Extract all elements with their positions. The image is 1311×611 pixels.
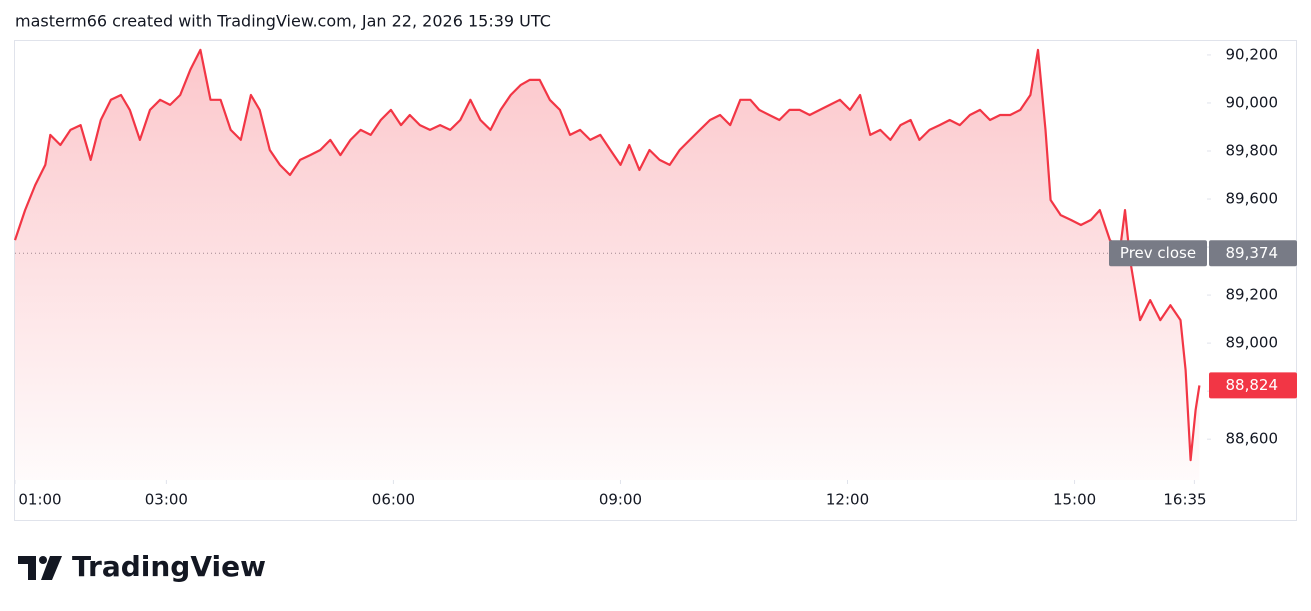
x-tick-label: 16:35 <box>1163 491 1206 509</box>
y-tick-label: 90,000 <box>1226 93 1279 111</box>
area-fill <box>15 49 1200 481</box>
price-line <box>13 48 1201 462</box>
y-tick-label: 89,200 <box>1226 286 1279 304</box>
prev-close-value: 89,374 <box>1226 244 1279 262</box>
y-tick-label: 89,000 <box>1226 334 1279 352</box>
last-price-label: 88,824 <box>1226 376 1279 394</box>
y-tick-label: 89,600 <box>1226 190 1279 208</box>
logo-text: TradingView <box>72 550 266 583</box>
x-tick-label: 03:00 <box>145 491 188 509</box>
last-price-tag <box>1209 372 1297 399</box>
x-tick-label: 12:00 <box>826 491 869 509</box>
y-tick-label: 89,800 <box>1226 141 1279 159</box>
x-tick-label: 06:00 <box>372 491 415 509</box>
x-tick-label: 01:00 <box>18 491 61 509</box>
prev-close-label: Prev close <box>1120 244 1196 262</box>
chart-frame <box>14 40 1297 521</box>
x-tick-label: 09:00 <box>599 491 642 509</box>
attribution: masterm66 created with TradingView.com, … <box>15 12 551 31</box>
y-tick-label: 90,200 <box>1226 45 1279 63</box>
prev-close-tag <box>1109 240 1207 267</box>
logo-icon <box>18 556 62 580</box>
prev-close-value-tag <box>1209 240 1297 267</box>
y-tick-label: 88,600 <box>1226 430 1279 448</box>
x-tick-label: 15:00 <box>1053 491 1096 509</box>
